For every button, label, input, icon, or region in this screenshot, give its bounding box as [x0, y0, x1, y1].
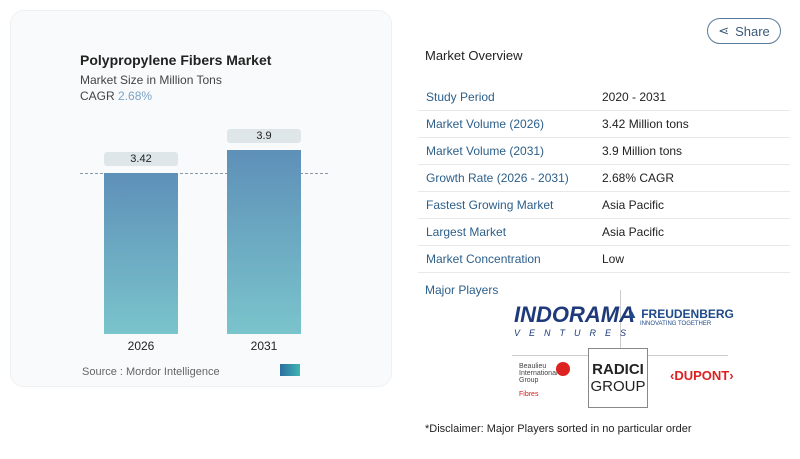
overview-row: Market Volume (2026) 3.42 Million tons	[418, 110, 790, 138]
overview-key: Market Volume (2031)	[418, 137, 594, 165]
overview-row: Fastest Growing Market Asia Pacific	[418, 191, 790, 219]
share-icon: ⋖	[718, 23, 730, 38]
logo-indorama: INDORAMA VENTURES	[514, 302, 636, 338]
overview-key: Largest Market	[418, 218, 594, 246]
data-label: 3.42	[104, 151, 178, 166]
overview-value: 2020 - 2031	[594, 84, 790, 111]
overview-key: Market Concentration	[418, 245, 594, 273]
chart-card	[10, 10, 392, 387]
cagr-label: CAGR	[80, 89, 115, 103]
overview-key: Study Period	[418, 84, 594, 111]
x-tick-label: 2031	[250, 339, 278, 353]
mordor-logo-icon	[280, 364, 300, 376]
x-tick-label: 2026	[127, 339, 155, 353]
overview-value: Asia Pacific	[594, 218, 790, 246]
overview-title: Market Overview	[425, 48, 523, 63]
overview-value: Low	[594, 245, 790, 273]
logo-freudenberg: ▲ FREUDENBERG INNOVATING TOGETHER	[626, 307, 734, 327]
overview-value: 3.9 Million tons	[594, 137, 790, 165]
source: Source : Mordor Intelligence	[82, 366, 220, 378]
logo-beaulieu: Beaulieu International Group Fibres	[519, 363, 558, 398]
logo-dupont: ‹DUPONT›	[670, 368, 734, 383]
bar-2031	[227, 150, 301, 334]
cagr-value: 2.68%	[118, 89, 153, 103]
overview-row: Study Period 2020 - 2031	[418, 84, 790, 111]
chart-subtitle: Market Size in Million Tons	[80, 73, 222, 87]
overview-row: Market Concentration Low	[418, 245, 790, 273]
overview-value: 3.42 Million tons	[594, 110, 790, 138]
overview-row: Market Volume (2031) 3.9 Million tons	[418, 137, 790, 165]
overview-row: Growth Rate (2026 - 2031) 2.68% CAGR	[418, 164, 790, 192]
beaulieu-icon	[556, 362, 570, 376]
share-button[interactable]: ⋖ Share	[707, 18, 781, 44]
reference-line	[80, 173, 328, 174]
major-players-label: Major Players	[425, 283, 499, 297]
overview-row: Largest Market Asia Pacific	[418, 218, 790, 246]
logo-radici: RADICI GROUP	[588, 348, 648, 408]
overview-table: Study Period 2020 - 2031 Market Volume (20…	[418, 84, 790, 273]
chart-title: Polypropylene Fibers Market	[80, 52, 272, 68]
cagr: CAGR 2.68%	[80, 89, 152, 103]
share-label: Share	[735, 23, 770, 39]
overview-key: Market Volume (2026)	[418, 110, 594, 138]
overview-key: Fastest Growing Market	[418, 191, 594, 219]
overview-value: Asia Pacific	[594, 191, 790, 219]
overview-key: Growth Rate (2026 - 2031)	[418, 164, 594, 192]
bar-2026	[104, 172, 178, 334]
data-label: 3.9	[227, 129, 301, 143]
overview-value: 2.68% CAGR	[594, 164, 790, 192]
disclaimer: *Disclaimer: Major Players sorted in no …	[425, 423, 692, 435]
